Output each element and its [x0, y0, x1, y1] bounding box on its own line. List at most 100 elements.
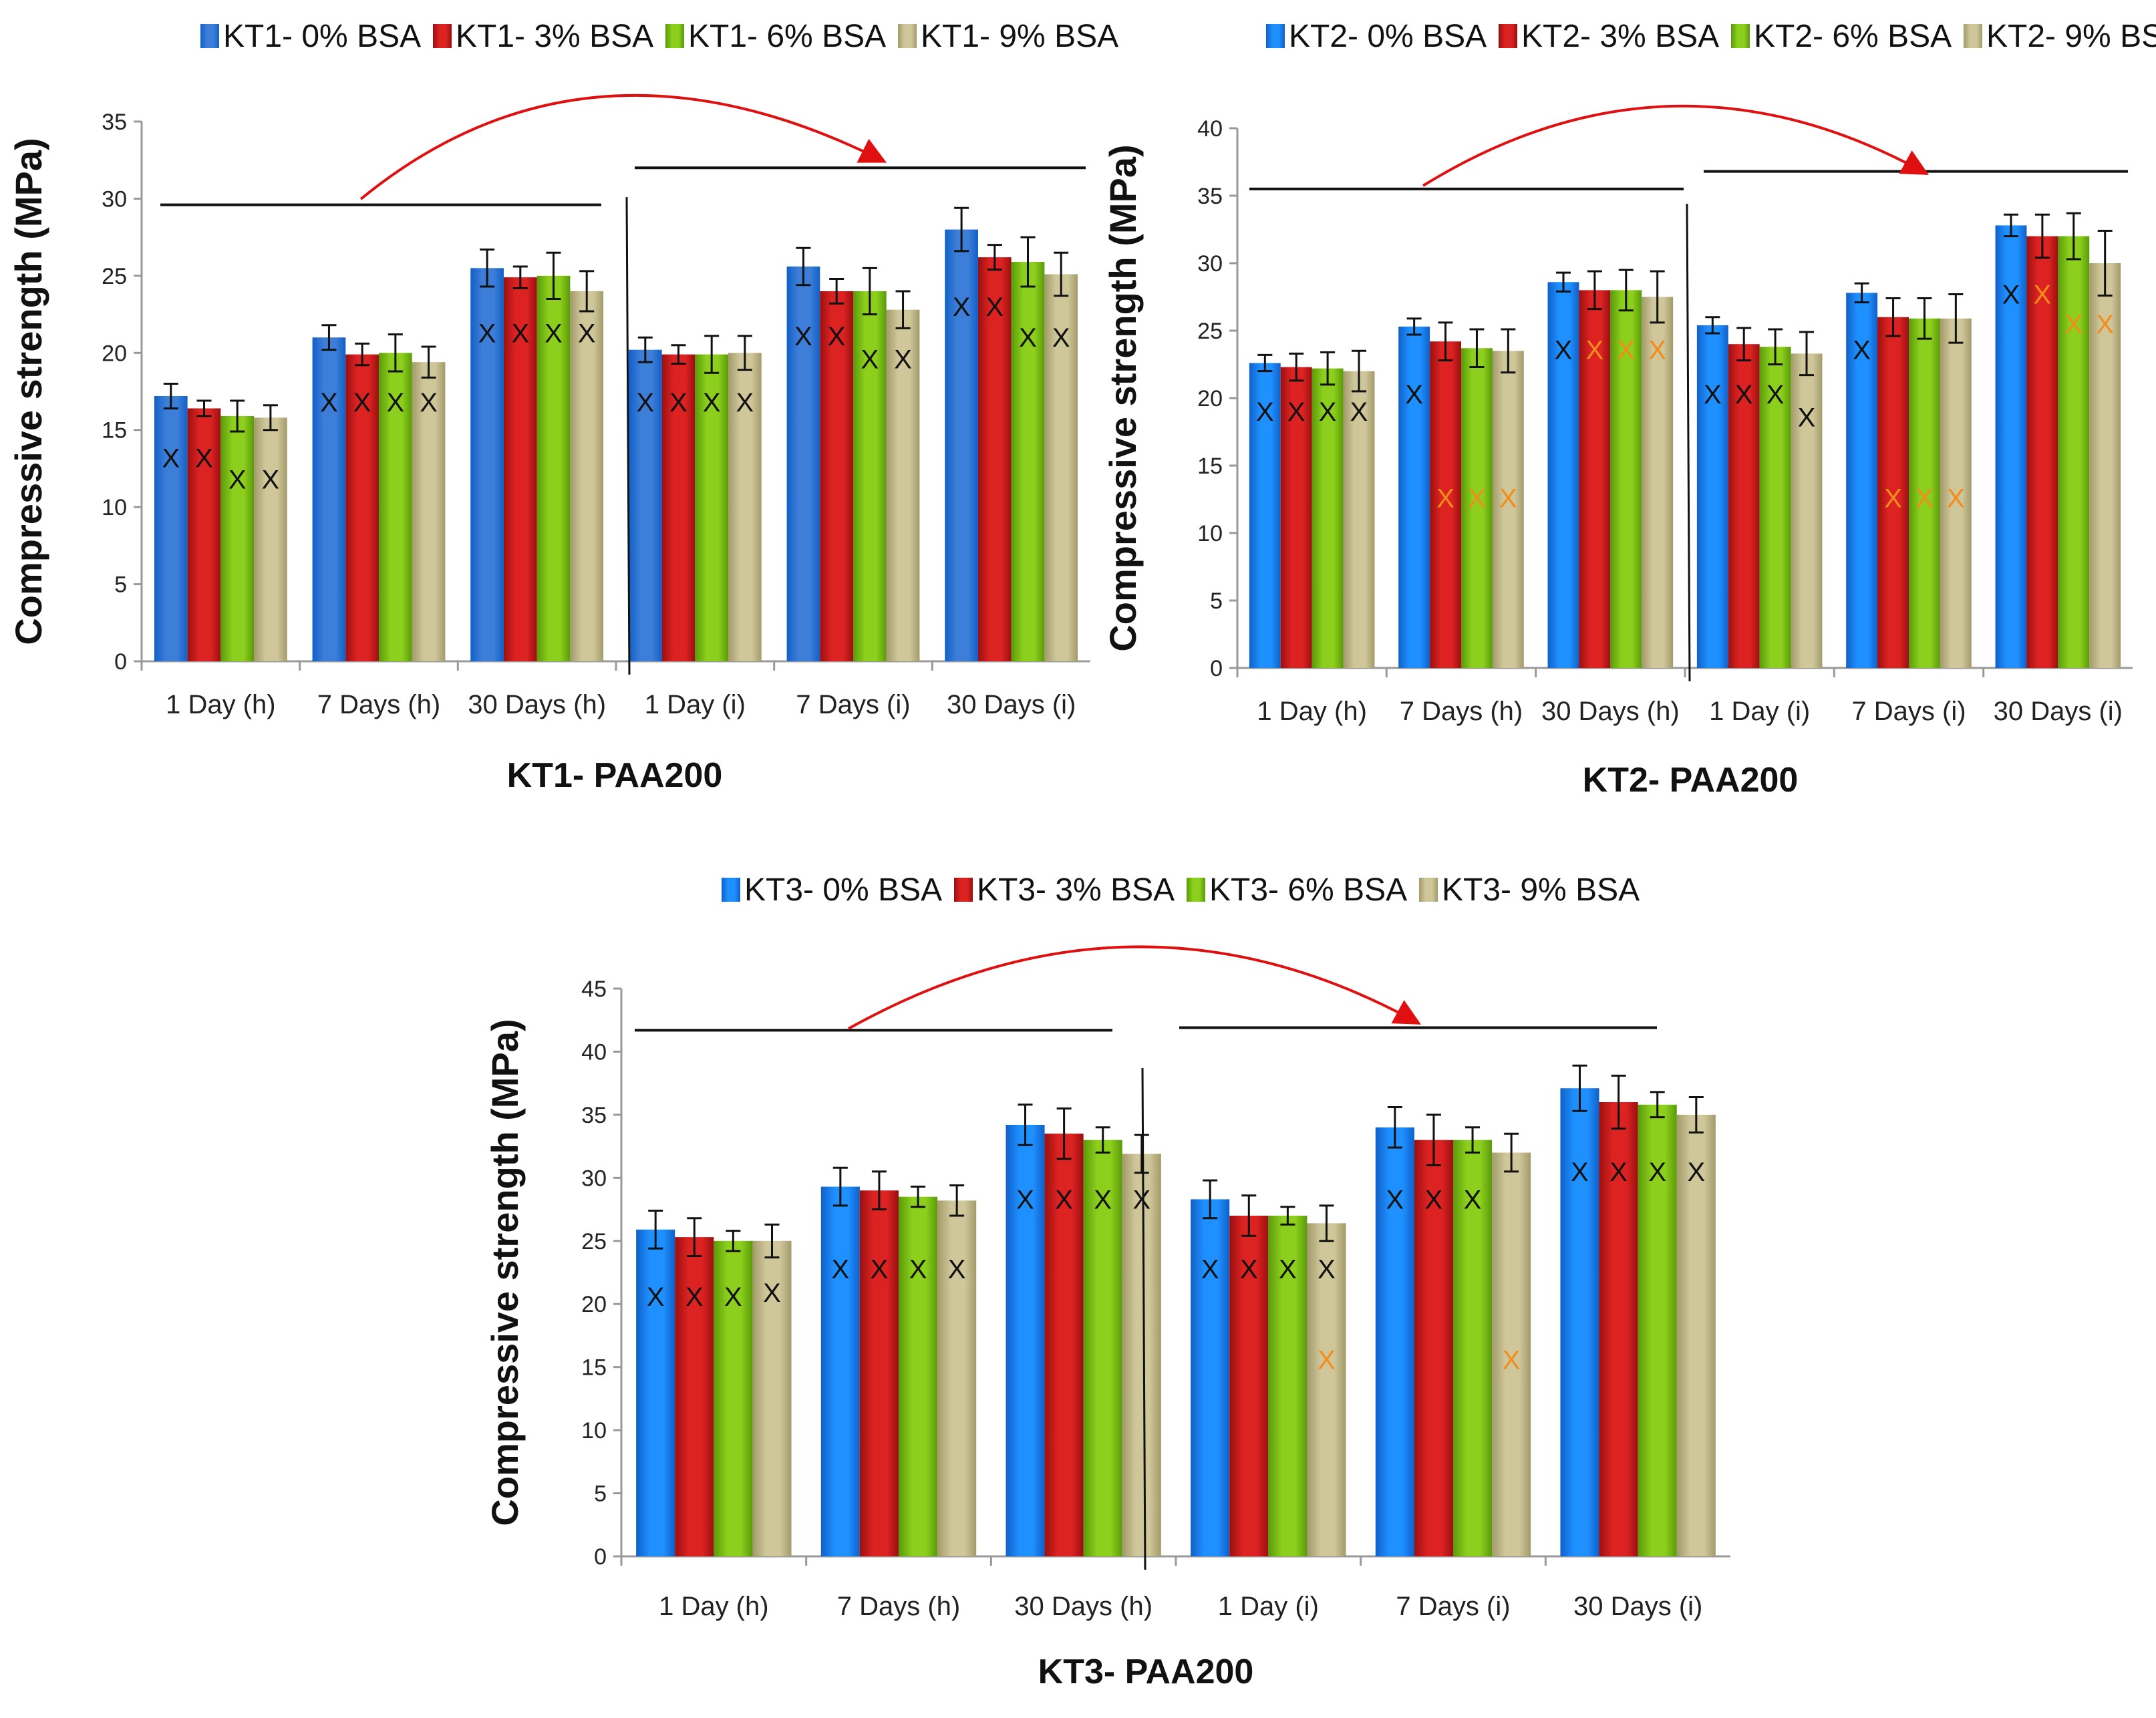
- significance-mark: X: [832, 1254, 850, 1284]
- significance-mark: X: [1503, 1345, 1521, 1375]
- bar: [886, 309, 920, 661]
- bar: [937, 1200, 977, 1556]
- significance-mark: X: [162, 444, 180, 473]
- bar: [1995, 225, 2027, 668]
- bar: [820, 1186, 860, 1556]
- significance-mark: X: [1499, 484, 1517, 513]
- significance-mark: X: [1425, 1185, 1443, 1214]
- significance-mark: X: [669, 388, 687, 417]
- chart-title: KT1- PAA200: [507, 756, 723, 795]
- bar: [345, 354, 379, 661]
- significance-mark: X: [1735, 380, 1753, 409]
- y-tick-label: 30: [102, 186, 127, 212]
- bar: [752, 1240, 792, 1556]
- legend-label: KT1- 0% BSA: [223, 19, 421, 54]
- bar: [1191, 1199, 1230, 1556]
- significance-mark: X: [578, 319, 596, 348]
- y-tick-label: 35: [1197, 184, 1223, 209]
- y-tick-label: 40: [581, 1039, 607, 1065]
- bar: [1375, 1127, 1414, 1556]
- bar: [859, 1190, 899, 1556]
- significance-mark: X: [828, 322, 846, 351]
- y-axis-title: Compressive strength (MPa): [1102, 144, 1144, 651]
- significance-mark: X: [1915, 484, 1934, 513]
- comparison-arrow: [848, 945, 1422, 1030]
- significance-mark: X: [1055, 1185, 1073, 1214]
- significance-mark: X: [1016, 1185, 1034, 1214]
- legend-swatch: [1731, 24, 1750, 48]
- x-category-label: 1 Day (i): [645, 690, 746, 719]
- y-tick-label: 0: [594, 1544, 607, 1570]
- legend-label: KT1- 3% BSA: [456, 19, 653, 54]
- chart-title: KT2- PAA200: [1583, 761, 1799, 800]
- significance-mark: X: [1094, 1185, 1112, 1214]
- bar: [1312, 368, 1344, 668]
- y-tick-label: 35: [102, 110, 127, 135]
- significance-mark: X: [1052, 323, 1070, 353]
- y-tick-label: 20: [102, 341, 127, 366]
- bar: [1122, 1154, 1161, 1556]
- significance-mark: X: [1571, 1158, 1589, 1187]
- legend-swatch: [1266, 24, 1285, 48]
- significance-mark: X: [2034, 280, 2052, 309]
- significance-mark: X: [1436, 484, 1454, 513]
- significance-mark: X: [1405, 380, 1423, 409]
- significance-mark: X: [387, 388, 405, 417]
- bar: [187, 408, 221, 661]
- legend-label: KT3- 9% BSA: [1442, 872, 1640, 908]
- x-category-label: 1 Day (i): [1709, 697, 1810, 726]
- bar: [853, 291, 887, 661]
- group-divider: [1686, 204, 1691, 682]
- x-category-label: 7 Days (i): [1851, 697, 1966, 726]
- bar: [154, 395, 188, 661]
- legend-swatch: [665, 24, 684, 48]
- significance-mark: X: [1350, 397, 1368, 427]
- bar: [1044, 274, 1078, 661]
- y-tick-label: 45: [581, 977, 607, 1002]
- bar: [1453, 1140, 1493, 1556]
- bar: [714, 1240, 753, 1556]
- y-tick-label: 15: [102, 418, 127, 444]
- legend-label: KT1- 6% BSA: [688, 19, 886, 54]
- y-axis-title: Compressive strength (MPa): [484, 1019, 526, 1526]
- y-tick-label: 30: [1197, 251, 1223, 277]
- y-tick-label: 0: [114, 649, 127, 675]
- comparison-arrow: [359, 94, 887, 200]
- bar: [1728, 344, 1760, 668]
- bar: [1044, 1134, 1084, 1556]
- comparison-arrow: [1422, 104, 1930, 187]
- y-tick-label: 25: [102, 264, 127, 289]
- y-tick-label: 35: [581, 1103, 607, 1128]
- bar: [470, 268, 504, 661]
- bar: [1492, 351, 1524, 668]
- bar: [1877, 317, 1909, 668]
- legend-swatch: [1499, 24, 1517, 48]
- significance-mark: X: [545, 319, 563, 348]
- significance-mark: X: [1648, 1158, 1666, 1187]
- legend-swatch: [1187, 878, 1205, 902]
- y-tick-label: 25: [1197, 319, 1223, 344]
- legend-swatch: [898, 24, 917, 48]
- significance-mark: X: [685, 1282, 704, 1312]
- significance-mark: X: [353, 388, 371, 417]
- significance-mark: X: [871, 1254, 889, 1284]
- y-tick-label: 20: [1197, 386, 1223, 411]
- bar: [1307, 1223, 1346, 1556]
- legend-swatch: [722, 878, 740, 902]
- significance-mark: X: [736, 388, 754, 417]
- legend-label: KT3- 0% BSA: [744, 872, 942, 908]
- legend-label: KT1- 9% BSA: [921, 19, 1118, 54]
- legend-swatch: [954, 878, 973, 902]
- bar: [2026, 236, 2058, 669]
- significance-mark: X: [195, 444, 213, 473]
- chart-title: KT3- PAA200: [1038, 1653, 1254, 1691]
- significance-mark: X: [647, 1282, 665, 1312]
- significance-mark: X: [1464, 1185, 1482, 1214]
- significance-mark: X: [861, 345, 879, 375]
- bar: [628, 349, 662, 661]
- significance-mark: X: [985, 293, 1004, 322]
- significance-mark: X: [1687, 1158, 1705, 1187]
- y-tick-label: 10: [102, 495, 127, 520]
